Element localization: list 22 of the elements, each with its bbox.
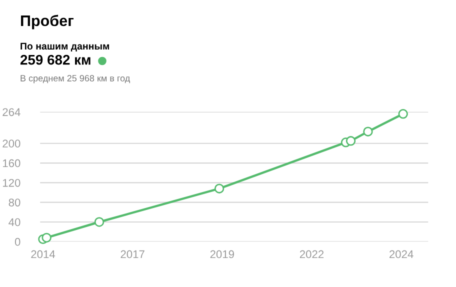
- y-tick-label: 0: [14, 238, 20, 246]
- y-tick-label: 200: [2, 140, 20, 148]
- x-tick-label: 2014: [31, 250, 56, 258]
- point: [42, 232, 52, 243]
- point: [346, 136, 356, 146]
- point: [363, 126, 373, 136]
- point: [214, 184, 224, 194]
- point: [398, 109, 408, 119]
- x-tick-label: 2022: [300, 250, 324, 258]
- y-tick-label: 120: [2, 178, 20, 187]
- x-tick-label: 2024: [390, 250, 414, 258]
- chart-title: Пробег: [21, 14, 74, 30]
- chart-subtitle: По нашим данным: [20, 42, 110, 52]
- x-tick-label: 2019: [210, 250, 234, 258]
- y-tick-label: 40: [8, 218, 20, 226]
- y-tick-label: 160: [2, 159, 20, 168]
- text: 259 682 км: [20, 54, 90, 65]
- x-tick-label: 2017: [120, 250, 144, 258]
- text: В среднем 25 968 км в год: [20, 75, 130, 84]
- y-tick-label: 264: [2, 108, 20, 116]
- y-tick-label: 80: [8, 198, 20, 206]
- point: [94, 217, 104, 227]
